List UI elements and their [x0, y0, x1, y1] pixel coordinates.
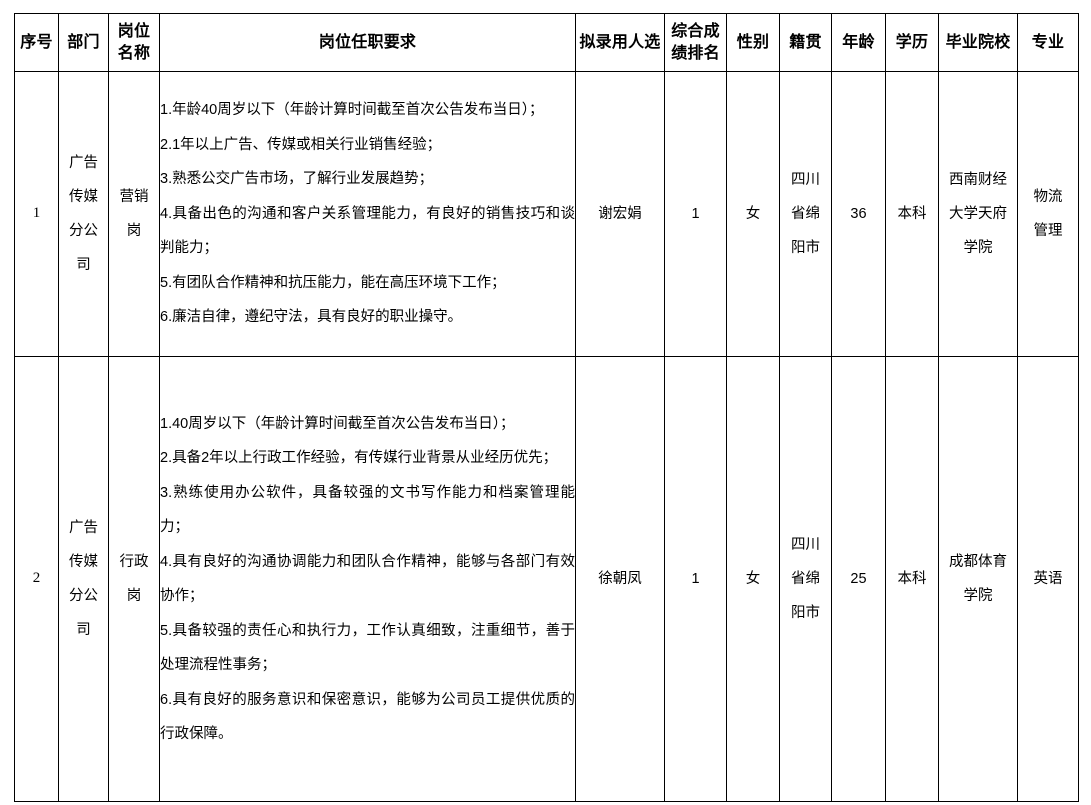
requirement-item: 4.具有良好的沟通协调能力和团队合作精神，能够与各部门有效协作；	[160, 553, 575, 605]
header-cell-native-place: 籍贯	[779, 13, 832, 72]
major-text: 物流管理	[1033, 188, 1063, 239]
cell-requirements: 1.年龄40周岁以下（年龄计算时间截至首次公告发布当日）； 2.1年以上广告、传媒…	[159, 71, 576, 357]
cell-post-name: 营销岗	[108, 71, 160, 357]
header-label-gender: 性别	[736, 33, 770, 51]
cell-sequence: 1	[14, 71, 59, 357]
cell-department: 广告传媒分公司	[58, 356, 109, 802]
school-text: 西南财经大学天府学院	[949, 171, 1007, 257]
table-body: 1 广告传媒分公司 营销岗 1.年龄40周岁以下（年龄计算时间截至首次公告发布当…	[14, 71, 1079, 802]
department-text: 广告传媒分公司	[69, 519, 98, 639]
header-label-candidate: 拟录用人选	[579, 33, 661, 51]
cell-gender: 女	[726, 356, 780, 802]
header-label-major: 专业	[1031, 33, 1065, 51]
header-label-requirements: 岗位任职要求	[318, 33, 417, 51]
school-text: 成都体育学院	[949, 553, 1007, 604]
requirements-list: 1.40周岁以下（年龄计算时间截至首次公告发布当日）； 2.具备2年以上行政工作经…	[160, 407, 575, 752]
requirement-item: 6.廉洁自律，遵纪守法，具有良好的职业操守。	[160, 309, 463, 326]
department-text: 广告传媒分公司	[69, 154, 98, 274]
requirements-list: 1.年龄40周岁以下（年龄计算时间截至首次公告发布当日）； 2.1年以上广告、传媒…	[160, 93, 575, 335]
cell-native-place: 四川省绵阳市	[779, 356, 832, 802]
header-cell-education: 学历	[885, 13, 939, 72]
requirement-item: 6.具有良好的服务意识和保密意识，能够为公司员工提供优质的行政保障。	[160, 691, 575, 743]
cell-overall-rank: 1	[664, 71, 727, 357]
header-label-education: 学历	[895, 33, 929, 51]
cell-education: 本科	[885, 356, 939, 802]
requirement-item: 1.年龄40周岁以下（年龄计算时间截至首次公告发布当日）；	[160, 102, 544, 119]
header-cell-sequence: 序号	[14, 13, 59, 72]
cell-gender: 女	[726, 71, 780, 357]
requirement-item: 2.具备2年以上行政工作经验，有传媒行业背景从业经历优先；	[160, 450, 558, 466]
header-cell-post-name: 岗位名称	[108, 13, 160, 72]
header-cell-overall-rank: 综合成绩排名	[664, 13, 727, 72]
table-row: 2 广告传媒分公司 行政岗 1.40周岁以下（年龄计算时间截至首次公告发布当日）…	[14, 356, 1079, 802]
cell-candidate: 徐朝凤	[575, 356, 665, 802]
header-label-age: 年龄	[842, 33, 875, 51]
requirement-item: 4.具备出色的沟通和客户关系管理能力，有良好的销售技巧和谈判能力；	[160, 205, 575, 257]
native-place-text: 四川省绵阳市	[791, 536, 820, 622]
cell-major: 物流管理	[1017, 71, 1079, 357]
header-label-department: 部门	[67, 33, 100, 51]
cell-candidate: 谢宏娟	[575, 71, 665, 357]
table-row: 1 广告传媒分公司 营销岗 1.年龄40周岁以下（年龄计算时间截至首次公告发布当…	[14, 71, 1079, 357]
cell-school: 西南财经大学天府学院	[938, 71, 1018, 357]
native-place-text: 四川省绵阳市	[791, 171, 820, 257]
header-label-school: 毕业院校	[945, 33, 1011, 51]
header-row: 序号 部门 岗位名称 岗位任职要求 拟录用人选 综合成绩排名 性别 籍贯 年龄 …	[14, 13, 1079, 72]
cell-sequence: 2	[14, 356, 59, 802]
header-cell-gender: 性别	[726, 13, 780, 72]
requirement-item: 5.有团队合作精神和抗压能力，能在高压环境下工作；	[160, 274, 506, 291]
post-name-text: 营销岗	[119, 188, 149, 239]
post-name-text: 行政岗	[119, 553, 149, 604]
cell-age: 36	[831, 71, 886, 357]
requirement-item: 1.40周岁以下（年龄计算时间截至首次公告发布当日）；	[160, 415, 515, 432]
header-cell-requirements: 岗位任职要求	[159, 13, 576, 72]
cell-major: 英语	[1017, 356, 1079, 802]
table-header: 序号 部门 岗位名称 岗位任职要求 拟录用人选 综合成绩排名 性别 籍贯 年龄 …	[14, 13, 1079, 72]
cell-overall-rank: 1	[664, 356, 727, 802]
cell-education: 本科	[885, 71, 939, 357]
cell-school: 成都体育学院	[938, 356, 1018, 802]
header-label-sequence: 序号	[20, 33, 53, 51]
cell-age: 25	[831, 356, 886, 802]
header-cell-school: 毕业院校	[938, 13, 1018, 72]
cell-department: 广告传媒分公司	[58, 71, 109, 357]
requirement-item: 5.具备较强的责任心和执行力，工作认真细致，注重细节，善于处理流程性事务；	[160, 622, 575, 674]
header-label-native-place: 籍贯	[789, 33, 822, 51]
major-text: 英语	[1033, 570, 1063, 587]
header-label-post-name: 岗位名称	[117, 22, 151, 62]
header-cell-age: 年龄	[831, 13, 886, 72]
recruitment-results-table: 序号 部门 岗位名称 岗位任职要求 拟录用人选 综合成绩排名 性别 籍贯 年龄 …	[14, 13, 1079, 802]
requirement-item: 3.熟练使用办公软件，具备较强的文书写作能力和档案管理能力；	[160, 484, 575, 536]
cell-requirements: 1.40周岁以下（年龄计算时间截至首次公告发布当日）； 2.具备2年以上行政工作经…	[159, 356, 576, 802]
header-cell-department: 部门	[58, 13, 109, 72]
header-cell-candidate: 拟录用人选	[575, 13, 665, 72]
cell-native-place: 四川省绵阳市	[779, 71, 832, 357]
requirement-item: 3.熟悉公交广告市场，了解行业发展趋势；	[160, 171, 434, 188]
cell-post-name: 行政岗	[108, 356, 160, 802]
requirement-item: 2.1年以上广告、传媒或相关行业销售经验；	[160, 136, 442, 153]
header-cell-major: 专业	[1017, 13, 1079, 72]
header-label-overall-rank: 综合成绩排名	[671, 22, 720, 62]
